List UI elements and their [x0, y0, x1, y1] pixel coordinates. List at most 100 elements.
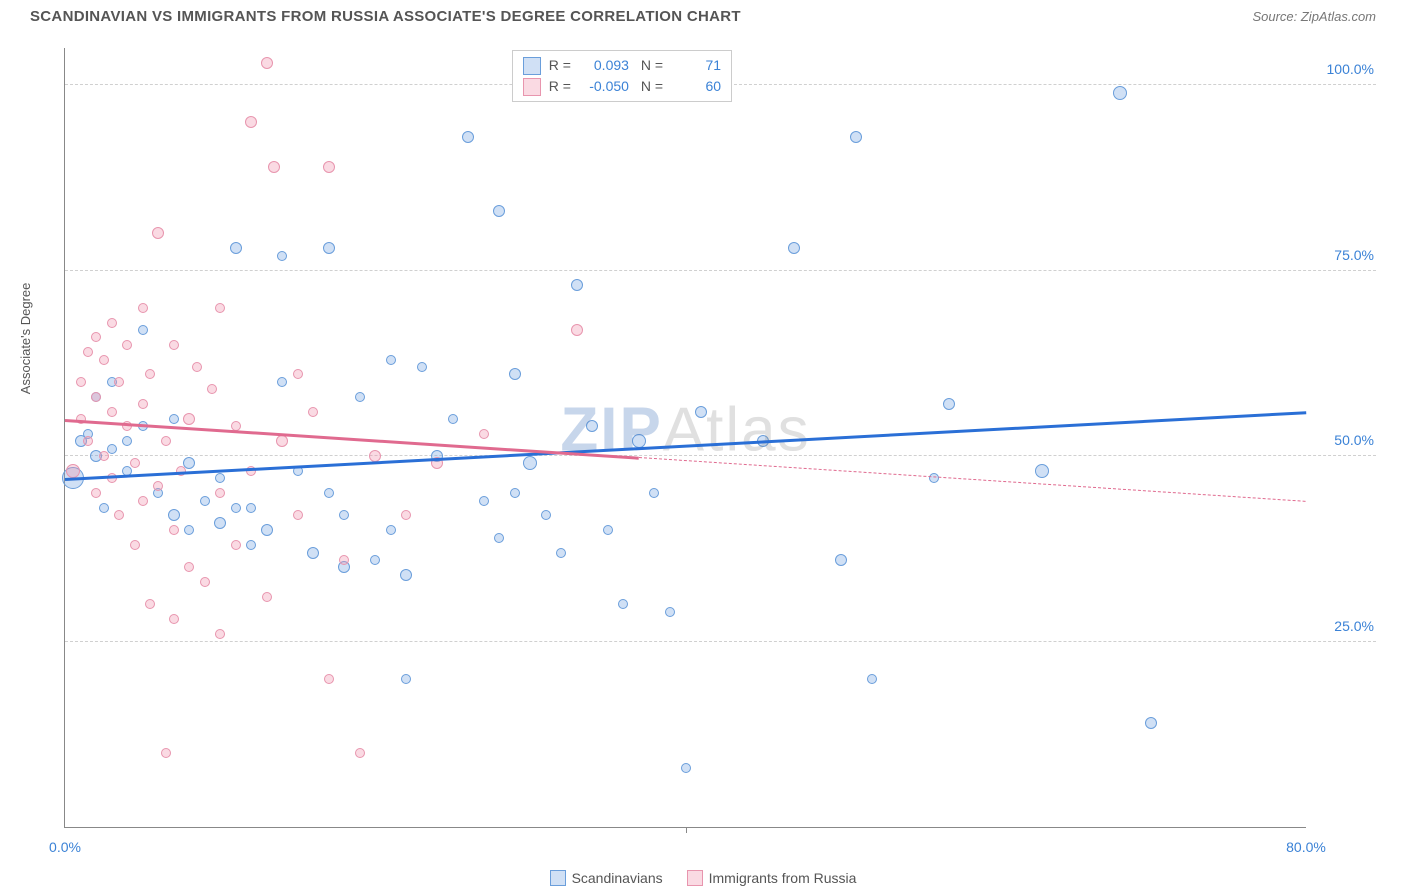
scatter-point — [169, 614, 179, 624]
scatter-point — [200, 496, 210, 506]
scatter-point — [215, 488, 225, 498]
scatter-point — [370, 555, 380, 565]
scatter-point — [479, 429, 489, 439]
scatter-point — [479, 496, 489, 506]
scatter-point — [246, 503, 256, 513]
y-tick-label: 75.0% — [1334, 247, 1374, 263]
legend-swatch-icon — [687, 870, 703, 886]
scatter-point — [339, 510, 349, 520]
y-axis-label: Associate's Degree — [18, 283, 33, 395]
scatter-point — [448, 414, 458, 424]
scatter-point — [114, 377, 124, 387]
legend-swatch-icon — [523, 78, 541, 96]
scatter-point — [386, 525, 396, 535]
scatter-point — [277, 377, 287, 387]
scatter-point — [200, 577, 210, 587]
scatter-point — [788, 242, 800, 254]
scatter-point — [293, 369, 303, 379]
legend-row-russia: R = -0.050 N = 60 — [523, 76, 721, 97]
scatter-point — [183, 413, 195, 425]
legend-r-value: -0.050 — [579, 76, 629, 97]
chart-title: SCANDINAVIAN VS IMMIGRANTS FROM RUSSIA A… — [30, 8, 741, 25]
scatter-point — [91, 332, 101, 342]
scatter-point — [153, 481, 163, 491]
scatter-point — [261, 57, 273, 69]
scatter-point — [91, 392, 101, 402]
scatter-point — [99, 451, 109, 461]
scatter-point — [603, 525, 613, 535]
chart-container: Associate's Degree ZIPAtlas R = 0.093 N … — [30, 42, 1376, 858]
scatter-point — [161, 748, 171, 758]
scatter-point — [215, 473, 225, 483]
scatter-point — [168, 509, 180, 521]
scatter-point — [386, 355, 396, 365]
scatter-point — [130, 540, 140, 550]
legend-item-label: Immigrants from Russia — [709, 870, 857, 886]
scatter-point — [107, 318, 117, 328]
source-label: Source: ZipAtlas.com — [1252, 9, 1376, 24]
series-legend: Scandinavians Immigrants from Russia — [0, 870, 1406, 886]
gridline — [65, 270, 1376, 271]
y-tick-label: 100.0% — [1327, 61, 1374, 77]
scatter-point — [541, 510, 551, 520]
scatter-point — [681, 763, 691, 773]
trend-line — [65, 419, 639, 459]
trend-line — [65, 412, 1306, 481]
scatter-point — [494, 533, 504, 543]
legend-item-label: Scandinavians — [572, 870, 663, 886]
legend-r-label: R = — [549, 76, 571, 97]
scatter-point — [138, 399, 148, 409]
scatter-point — [138, 496, 148, 506]
scatter-point — [114, 510, 124, 520]
legend-item-scandinavian: Scandinavians — [550, 870, 663, 886]
scatter-point — [215, 303, 225, 313]
scatter-point — [462, 131, 474, 143]
scatter-point — [99, 355, 109, 365]
scatter-point — [510, 488, 520, 498]
scatter-point — [324, 488, 334, 498]
legend-n-value: 60 — [671, 76, 721, 97]
scatter-point — [231, 540, 241, 550]
scatter-point — [99, 503, 109, 513]
trend-line — [639, 457, 1306, 502]
scatter-point — [293, 510, 303, 520]
scatter-point — [246, 540, 256, 550]
scatter-point — [214, 517, 226, 529]
scatter-point — [207, 384, 217, 394]
scatter-point — [169, 340, 179, 350]
scatter-point — [122, 340, 132, 350]
scatter-point — [308, 407, 318, 417]
scatter-point — [277, 251, 287, 261]
correlation-legend: R = 0.093 N = 71 R = -0.050 N = 60 — [512, 50, 732, 102]
scatter-point — [493, 205, 505, 217]
scatter-point — [169, 525, 179, 535]
scatter-point — [523, 456, 537, 470]
scatter-point — [192, 362, 202, 372]
x-tick-label: 80.0% — [1286, 839, 1326, 855]
scatter-point — [130, 458, 140, 468]
scatter-point — [276, 435, 288, 447]
scatter-point — [107, 407, 117, 417]
x-tick-label: 0.0% — [49, 839, 81, 855]
legend-r-label: R = — [549, 55, 571, 76]
scatter-point — [324, 674, 334, 684]
scatter-point — [695, 406, 707, 418]
scatter-point — [122, 436, 132, 446]
scatter-point — [571, 279, 583, 291]
legend-swatch-icon — [523, 57, 541, 75]
scatter-point — [145, 369, 155, 379]
scatter-point — [401, 510, 411, 520]
scatter-point — [230, 242, 242, 254]
scatter-point — [1145, 717, 1157, 729]
scatter-point — [867, 674, 877, 684]
scatter-point — [618, 599, 628, 609]
scatter-point — [307, 547, 319, 559]
scatter-point — [1035, 464, 1049, 478]
scatter-point — [355, 748, 365, 758]
scatter-point — [107, 444, 117, 454]
scatter-point — [556, 548, 566, 558]
scatter-point — [138, 325, 148, 335]
y-tick-label: 50.0% — [1334, 432, 1374, 448]
gridline — [65, 455, 1376, 456]
scatter-point — [586, 420, 598, 432]
